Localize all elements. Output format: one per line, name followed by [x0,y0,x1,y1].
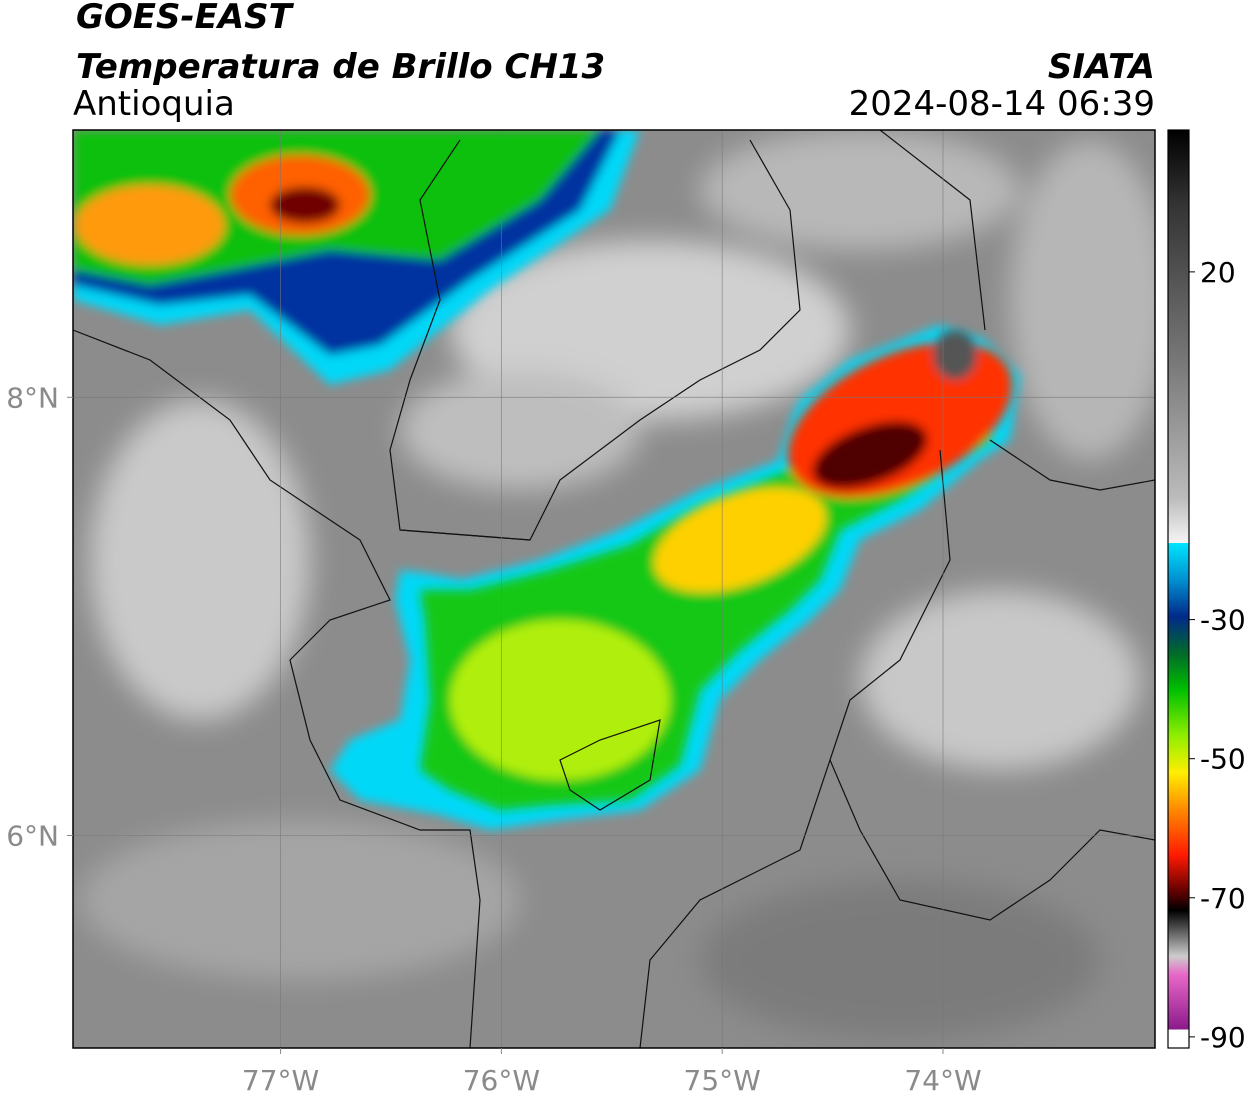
lon-label: 75°W [684,1064,761,1097]
region: Antioquia [73,84,235,124]
colorbar-label: -70 [1200,882,1246,915]
title: GOES-EAST [76,0,295,37]
map-frame [72,129,1156,1049]
borders [73,130,1155,1048]
colorbar [1167,129,1190,1049]
source: SIATA [1048,47,1155,87]
datetime: 2024-08-14 06:39 [849,84,1155,124]
map-image [73,130,1155,1048]
lon-label: 74°W [904,1064,981,1097]
colorbar-label: -50 [1200,743,1246,776]
lon-label: 76°W [463,1064,540,1097]
lat-label: 6°N [6,819,59,852]
colorbar-label: -90 [1200,1021,1246,1054]
colorbar-label: 20 [1200,256,1236,289]
subtitle: Temperatura de Brillo CH13 [76,47,605,87]
colorbar-label: -30 [1200,604,1246,637]
lat-label: 8°N [6,381,59,414]
lon-label: 77°W [242,1064,319,1097]
